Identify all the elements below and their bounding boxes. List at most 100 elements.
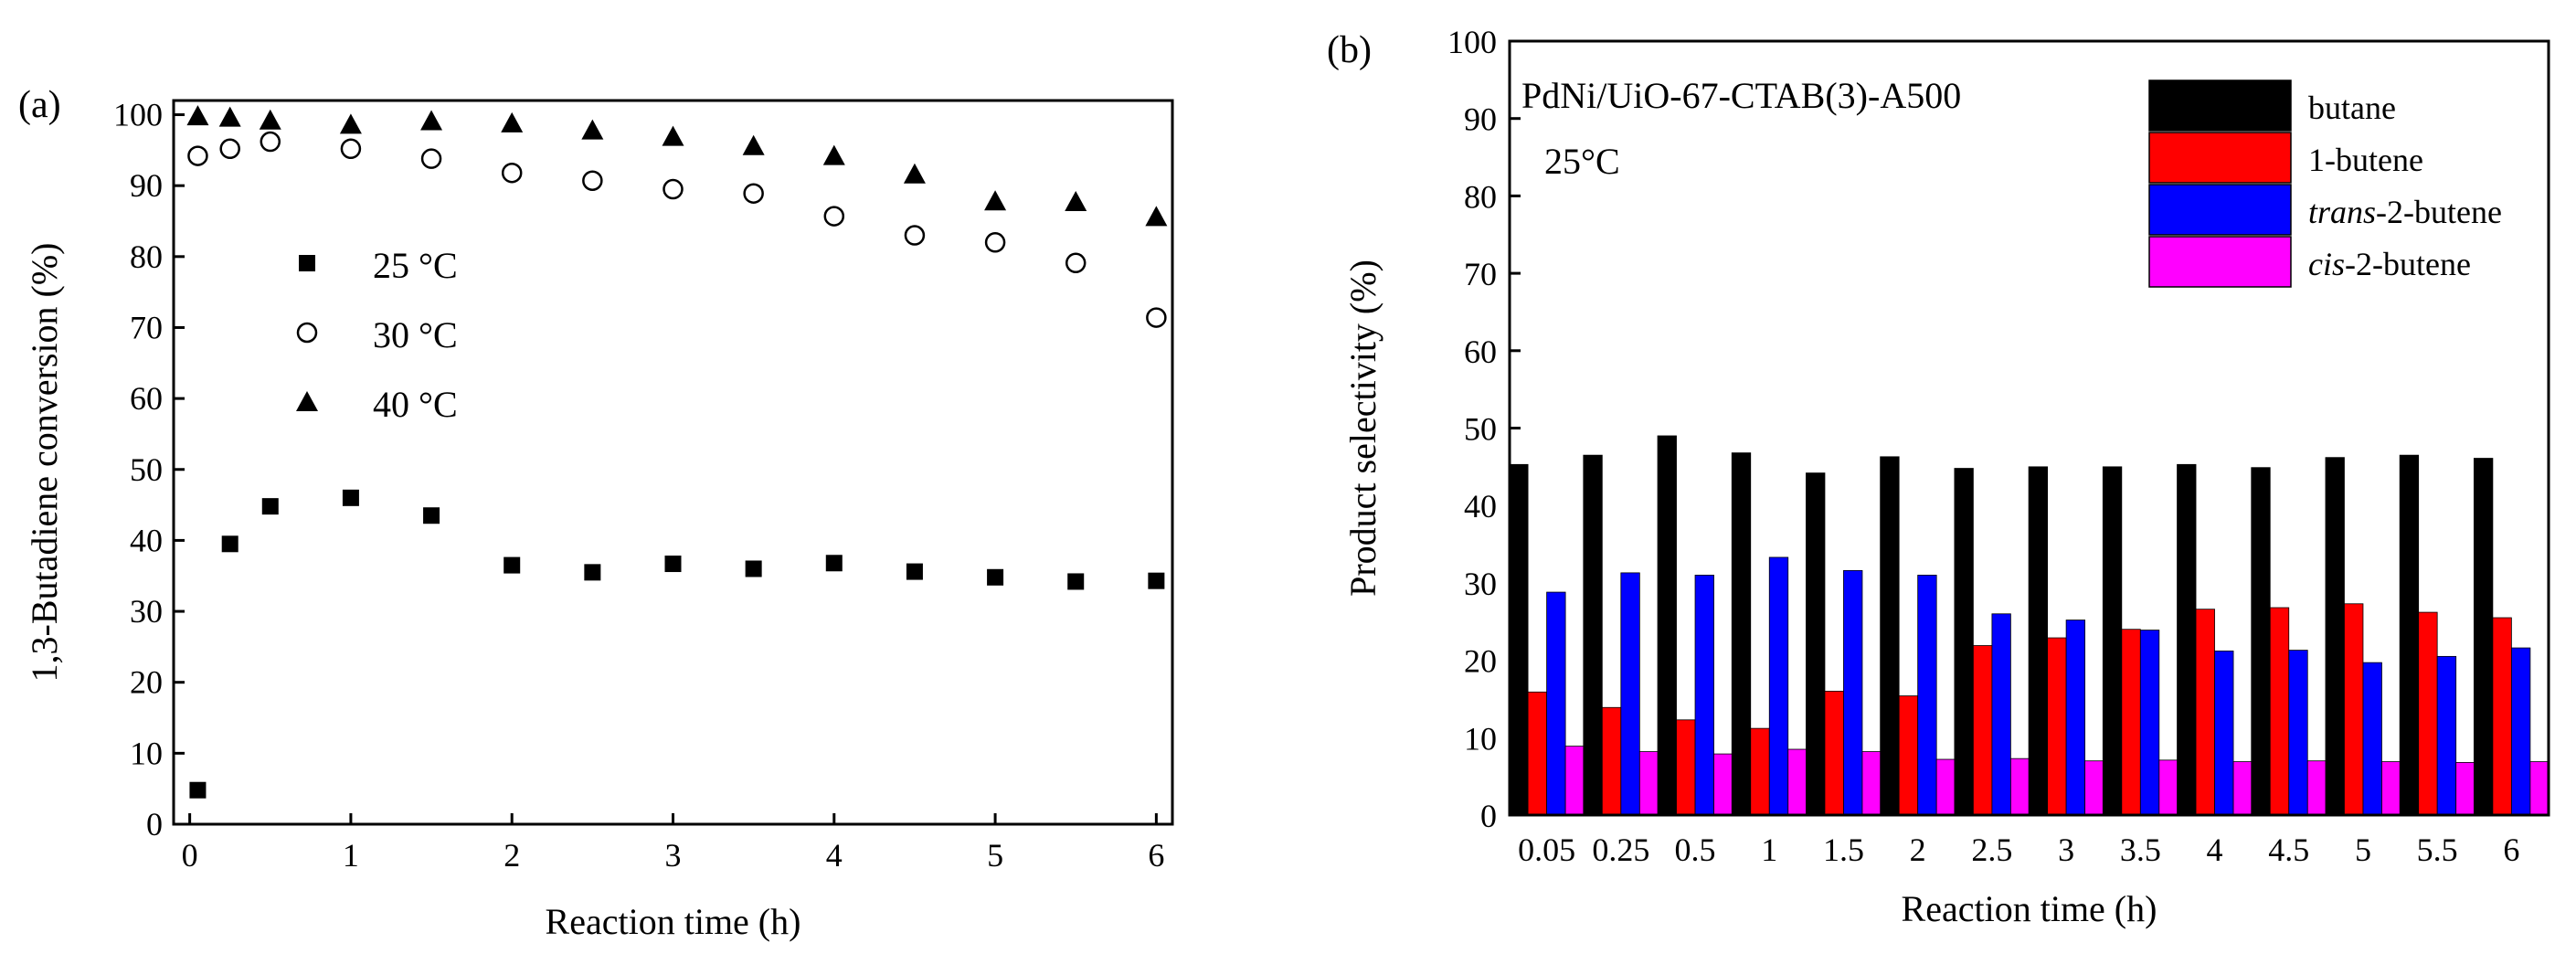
panel-b-bar-1-butene	[2195, 609, 2215, 816]
panel-b-label: (b)	[1327, 29, 1372, 71]
panel-b-x-tick-label: 6	[2503, 832, 2519, 868]
panel-a-point-40-c	[1065, 191, 1087, 212]
panel-b-legend-label-trans-2-butene: trans-2-butene	[2308, 194, 2502, 230]
panel-b-x-tick-label: 3.5	[2120, 832, 2161, 868]
panel-b-bar-1-butene	[1824, 691, 1844, 816]
panel-b-bar-cis-2-butene	[2306, 760, 2327, 816]
panel-b-bar-trans-2-butene	[2139, 630, 2160, 816]
panel-b-y-tick-label: 40	[1464, 488, 1497, 524]
panel-a-points	[186, 105, 1168, 799]
panel-a-legend-marker-30-c	[296, 322, 318, 344]
panel-a-x-tick-label: 5	[987, 837, 1003, 874]
panel-a-legend: 25 °C 30 °C 40 °C	[296, 245, 458, 425]
panel-b-bar-butane	[2399, 454, 2420, 816]
panel-b-bar-cis-2-butene	[2084, 760, 2104, 816]
panel-b-ticks: 0.05 0.25 0.5 1 1.5 2 2.5 3 3.5 4 4.5 5 5.5 601020304…	[1447, 24, 2519, 868]
panel-a-y-tick-label: 40	[130, 522, 163, 558]
panel-a-legend-marker-25-c	[299, 255, 315, 271]
panel-b-bar-cis-2-butene	[1935, 758, 1956, 816]
panel-a-point-40-c	[501, 111, 524, 132]
panel-b-y-tick-label: 100	[1447, 24, 1497, 60]
panel-a-point-25-c	[664, 556, 682, 573]
panel-b-y-tick-label: 60	[1464, 334, 1497, 370]
panel-b-bar-butane	[2325, 457, 2345, 816]
panel-a-y-axis-title: 1,3-Butadiene conversion (%)	[24, 243, 65, 683]
panel-b-bar-1-butene	[2418, 611, 2438, 816]
panel-b-bar-butane	[2102, 466, 2123, 816]
panel-b-x-tick-label: 5.5	[2417, 832, 2458, 868]
panel-a-point-40-c	[186, 105, 209, 126]
panel-b-bar-butane	[2177, 463, 2197, 816]
panel-b-y-tick-label: 70	[1464, 256, 1497, 292]
panel-a-legend-label-30-c: 30 °C	[373, 314, 458, 355]
panel-a-point-30-c	[1146, 307, 1167, 328]
panel-b-x-tick-label: 0.5	[1675, 832, 1716, 868]
panel-a-point-25-c	[423, 507, 440, 524]
panel-b-legend-swatch-butane	[2148, 79, 2292, 132]
panel-a-point-25-c	[221, 535, 239, 553]
panel-a-point-30-c	[187, 145, 208, 166]
panel-a-point-30-c	[501, 162, 523, 184]
panel-a-y-tick-label: 20	[130, 664, 163, 701]
panel-a-point-40-c	[339, 113, 362, 134]
panel-b-bar-1-butene	[2492, 617, 2512, 816]
panel-b-x-tick-label: 5	[2355, 832, 2371, 868]
panel-b-frame	[1508, 39, 2550, 817]
panel-b-bar-1-butene	[2121, 629, 2141, 816]
panel-a-point-30-c	[984, 232, 1006, 253]
panel-b-bar-trans-2-butene	[1917, 575, 1937, 816]
panel-a-point-25-c	[584, 564, 601, 581]
panel-b-bar-butane	[1731, 452, 1752, 816]
panel-b-bar-cis-2-butene	[2232, 761, 2253, 816]
panel-b-bar-trans-2-butene	[2214, 651, 2234, 816]
panel-b-bar-trans-2-butene	[1768, 556, 1789, 816]
panel-b-bar-1-butene	[2269, 607, 2290, 816]
panel-b-bar-trans-2-butene	[1546, 591, 1566, 816]
panel-a-label: (a)	[18, 84, 61, 126]
panel-b-bar-1-butene	[1898, 695, 1919, 816]
panel-a-point-30-c	[1065, 252, 1087, 274]
panel-a-x-tick-label: 0	[182, 837, 198, 874]
panel-a-point-40-c	[984, 190, 1007, 211]
panel-b-bar-1-butene	[1750, 727, 1770, 816]
panel-a-point-25-c	[1148, 572, 1165, 589]
panel-a-legend-label-25-c: 25 °C	[373, 245, 458, 286]
panel-a-x-tick-label: 1	[343, 837, 359, 874]
panel-b-y-tick-label: 90	[1464, 101, 1497, 138]
panel-a-point-25-c	[825, 555, 843, 572]
panel-b-bar-trans-2-butene	[2065, 620, 2086, 816]
panel-a-x-tick-label: 4	[826, 837, 843, 874]
panel-b-x-tick-label: 0.05	[1518, 832, 1575, 868]
panel-a-y-tick-label: 90	[130, 167, 163, 204]
panel-b-bar-cis-2-butene	[2009, 757, 2030, 816]
panel-b-x-tick-label: 2	[1910, 832, 1926, 868]
panel-b-bar-trans-2-butene	[2510, 647, 2531, 816]
panel-a-y-tick-label: 50	[130, 451, 163, 488]
panel-a-y-tick-label: 70	[130, 309, 163, 345]
panel-a-point-30-c	[219, 138, 240, 160]
panel-b-bar-trans-2-butene	[1843, 569, 1863, 816]
panel-a-y-tick-label: 30	[130, 593, 163, 630]
panel-b-bar-trans-2-butene	[2362, 662, 2382, 816]
panel-a-point-40-c	[1145, 206, 1168, 227]
panel-a-frame	[172, 99, 1174, 826]
panel-b-bar-butane	[1583, 454, 1603, 816]
panel-b-bar-trans-2-butene	[1620, 572, 1640, 816]
panel-a-x-tick-label: 6	[1148, 837, 1164, 874]
panel-a-point-40-c	[218, 106, 241, 127]
panel-a-point-30-c	[582, 170, 603, 191]
panel-b-y-tick-label: 30	[1464, 566, 1497, 602]
panel-b-bar-cis-2-butene	[1861, 751, 1882, 816]
panel-a-point-40-c	[420, 110, 443, 131]
panel-a-point-40-c	[581, 119, 604, 140]
panel-b-x-tick-label: 1	[1761, 832, 1777, 868]
panel-a-point-30-c	[823, 206, 845, 227]
panel-b-bar-butane	[1880, 456, 1900, 816]
panel-a-point-30-c	[420, 148, 442, 169]
panel-b-bar-chart: (b) 0.05 0.25 0.5 1 1.5 2 2.5 3 3.5 4 4.5 5 5.5 60102…	[1327, 24, 2550, 929]
panel-b-bar-cis-2-butene	[2529, 761, 2549, 816]
panel-a-y-tick-label: 80	[130, 238, 163, 275]
panel-b-y-tick-label: 80	[1464, 178, 1497, 215]
panel-b-legend-label-cis-2-butene: cis-2-butene	[2308, 246, 2471, 282]
